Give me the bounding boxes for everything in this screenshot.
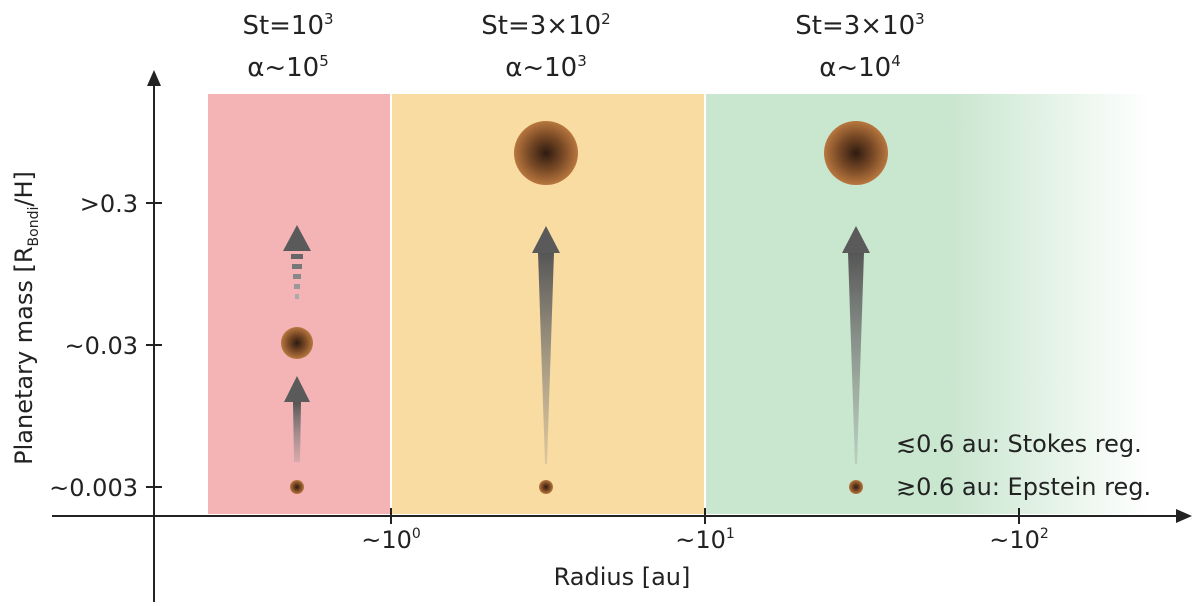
region-1-dash xyxy=(293,274,301,279)
y-tick-label-mid: ~0.03 xyxy=(64,332,138,360)
y-tick-label-high: >0.3 xyxy=(80,190,138,218)
region-1-dash xyxy=(294,284,300,289)
region-2-alpha-label: α~103 xyxy=(505,52,587,83)
planet-small-region-1 xyxy=(290,480,304,494)
planet-large-region-2 xyxy=(514,121,578,185)
y-axis-arrowhead xyxy=(147,70,161,86)
region-2-arrowhead xyxy=(532,226,560,253)
region-1-dash xyxy=(292,264,302,269)
region-1-dash xyxy=(291,254,303,259)
axes xyxy=(52,70,1192,602)
planet-small-region-3 xyxy=(849,480,863,494)
legend-stokes: ≲0.6 au: Stokes reg. xyxy=(896,430,1142,458)
planet-small-region-2 xyxy=(539,480,553,494)
planet-medium-region-1 xyxy=(281,327,313,359)
region-1-growth-arrows xyxy=(283,225,311,462)
region-green-background xyxy=(706,94,1150,514)
region-2-st-label: St=3×102 xyxy=(481,10,610,41)
y-axis-title: Planetary mass [RBondi/H] xyxy=(10,171,42,465)
x-axis-arrowhead xyxy=(1176,509,1192,523)
planet-large-region-3 xyxy=(824,121,888,185)
region-1-upper-arrowhead xyxy=(283,225,311,251)
region-1-lower-arrowhead xyxy=(284,376,310,402)
x-tick-label-2: ~101 xyxy=(675,526,735,554)
region-1-alpha-label: α~105 xyxy=(247,52,329,83)
region-3-alpha-label: α~104 xyxy=(819,52,901,83)
region-2-growth-arrow xyxy=(532,226,560,464)
region-3-st-label: St=3×103 xyxy=(795,10,924,41)
region-3-arrowhead xyxy=(842,226,870,253)
x-tick-label-3: ~102 xyxy=(989,526,1049,554)
region-1-dash xyxy=(295,294,299,299)
y-tick-label-low: ~0.003 xyxy=(49,474,138,502)
region-1-st-label: St=103 xyxy=(242,10,333,41)
x-tick-label-1: ~100 xyxy=(361,526,421,554)
x-axis-title: Radius [au] xyxy=(554,563,691,591)
region-1-lower-arrow xyxy=(293,402,301,462)
region-3-growth-arrow xyxy=(842,226,870,464)
legend-epstein: ≳0.6 au: Epstein reg. xyxy=(896,473,1151,501)
